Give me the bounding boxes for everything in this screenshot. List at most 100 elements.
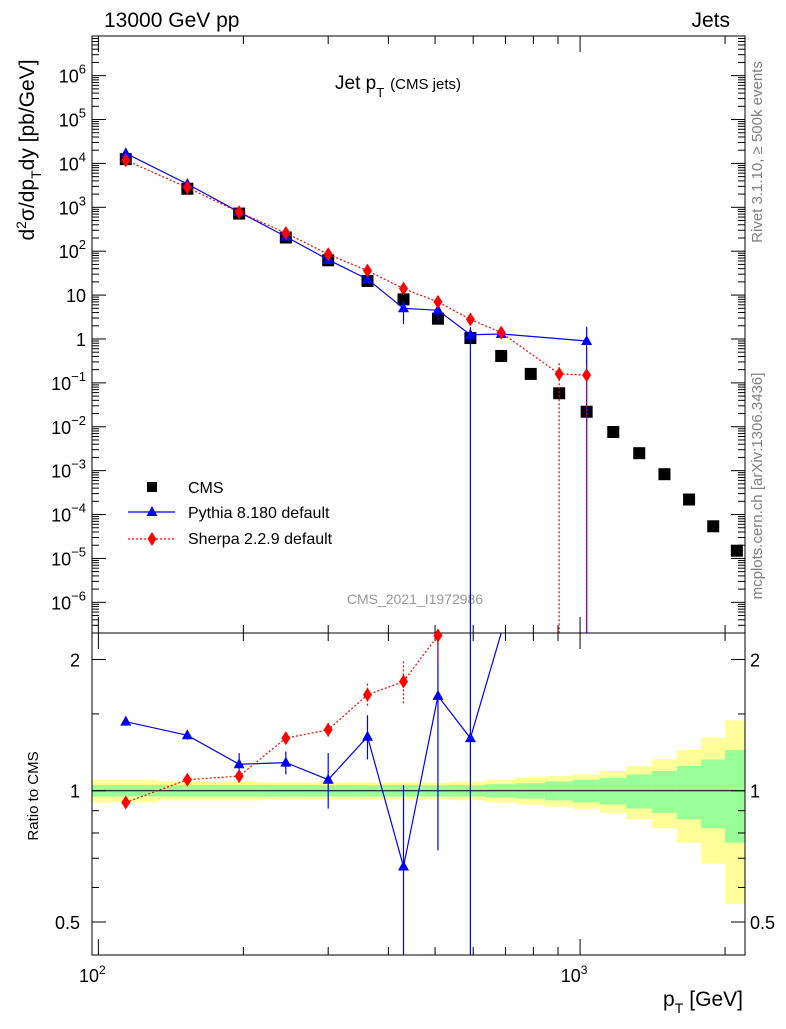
data-point bbox=[496, 325, 506, 340]
ratio-series-line bbox=[125, 632, 502, 867]
y-tick-label: 103 bbox=[59, 193, 86, 218]
y-tick-label: 105 bbox=[59, 106, 86, 131]
data-point bbox=[707, 520, 720, 533]
main-axes: 10610510410310210110−110−210−310−410−510… bbox=[51, 35, 746, 634]
ratio-y-tick-label-right: 0.5 bbox=[750, 913, 775, 933]
data-point bbox=[323, 722, 333, 737]
series-1 bbox=[120, 147, 593, 633]
data-point bbox=[432, 304, 444, 315]
data-point bbox=[280, 756, 292, 767]
data-point bbox=[432, 689, 444, 700]
data-point bbox=[433, 294, 443, 309]
data-point bbox=[361, 730, 373, 741]
ratio-series bbox=[120, 628, 502, 955]
y-tick-label: 10 bbox=[66, 286, 86, 306]
y-tick-label: 10−6 bbox=[51, 588, 86, 613]
ratio-y-tick-label-left: 2 bbox=[70, 650, 80, 670]
data-point bbox=[495, 349, 508, 362]
data-point bbox=[281, 731, 291, 746]
data-point bbox=[120, 715, 132, 726]
ratio-y-tick-label-right: 2 bbox=[750, 650, 760, 670]
data-point bbox=[433, 628, 443, 643]
legend-marker-pythia bbox=[146, 506, 158, 516]
data-point bbox=[398, 860, 410, 871]
data-point bbox=[398, 302, 410, 313]
legend-marker-sherpa bbox=[147, 532, 157, 546]
series-2 bbox=[121, 153, 592, 633]
y-tick-label: 104 bbox=[59, 149, 86, 174]
legend-marker-cms bbox=[147, 482, 157, 492]
data-point bbox=[553, 387, 566, 400]
data-point bbox=[730, 544, 743, 557]
y-tick-label: 106 bbox=[59, 62, 86, 87]
band-inner bbox=[651, 770, 678, 813]
data-point bbox=[362, 263, 372, 278]
main-title: Jet pT (CMS jets) bbox=[335, 73, 461, 100]
ratio-axes: 102 103 0.5 0.5 1 1 2 2 bbox=[55, 632, 775, 986]
data-point bbox=[607, 425, 620, 438]
y-tick-label: 1 bbox=[76, 330, 86, 350]
main-title-extra: (CMS jets) bbox=[390, 76, 461, 93]
data-point bbox=[582, 368, 592, 383]
series-line bbox=[125, 152, 587, 342]
data-point bbox=[323, 247, 333, 262]
data-point bbox=[361, 273, 373, 284]
data-point bbox=[399, 674, 409, 689]
ratio-y-tick-label-left: 1 bbox=[70, 782, 80, 802]
data-point bbox=[234, 205, 244, 220]
data-point bbox=[234, 769, 244, 784]
header-left: 13000 GeV pp bbox=[104, 9, 239, 32]
data-point bbox=[464, 328, 476, 339]
ratio-series-0 bbox=[120, 632, 502, 955]
y-tick-label: 10−5 bbox=[51, 544, 86, 569]
data-point bbox=[121, 795, 131, 810]
main-series bbox=[119, 147, 743, 633]
y-tick-label: 10−2 bbox=[51, 413, 86, 438]
y-tick-label: 10−4 bbox=[51, 501, 86, 526]
ratio-uncertainty-bands bbox=[92, 720, 746, 904]
data-point bbox=[633, 447, 646, 460]
ratio-y-tick-label-right: 1 bbox=[750, 782, 760, 802]
data-point bbox=[181, 729, 193, 740]
y-tick-label: 10−3 bbox=[51, 457, 86, 482]
legend: CMS Pythia 8.180 default Sherpa 2.2.9 de… bbox=[128, 480, 333, 548]
legend-label-cms: CMS bbox=[188, 480, 224, 497]
data-point bbox=[658, 468, 671, 481]
source-label: mcplots.cern.ch [arXiv:1306.3436] bbox=[749, 373, 766, 600]
data-point bbox=[182, 180, 192, 195]
data-point bbox=[524, 367, 537, 380]
ratio-y-tick-label-left: 0.5 bbox=[55, 913, 80, 933]
data-point bbox=[362, 687, 372, 702]
data-point bbox=[464, 732, 476, 743]
header-right: Jets bbox=[691, 9, 730, 32]
x-tick-label: 102 bbox=[79, 963, 106, 986]
data-point bbox=[581, 334, 593, 345]
analysis-watermark: CMS_2021_I1972986 bbox=[347, 591, 483, 607]
data-point bbox=[554, 366, 564, 381]
x-tick-label: 103 bbox=[561, 963, 588, 986]
ratio-frame bbox=[91, 632, 746, 956]
y-tick-label: 102 bbox=[59, 237, 86, 262]
series-line bbox=[125, 159, 587, 376]
band-inner bbox=[676, 765, 702, 820]
band-inner bbox=[626, 774, 652, 809]
ratio-series-line bbox=[125, 635, 439, 804]
data-point bbox=[182, 772, 192, 787]
legend-label-pythia: Pythia 8.180 default bbox=[188, 505, 330, 522]
rivet-label: Rivet 3.1.10, ≥ 500k events bbox=[749, 61, 766, 243]
data-point bbox=[322, 773, 334, 784]
y-tick-label: 10−1 bbox=[51, 369, 86, 394]
data-point bbox=[683, 493, 696, 506]
data-point bbox=[120, 147, 132, 158]
data-point bbox=[281, 225, 291, 240]
main-ylabel: d2σ/dpTdy [pb/GeV] bbox=[13, 59, 44, 240]
band-inner bbox=[701, 759, 726, 829]
data-point bbox=[399, 281, 409, 296]
data-point bbox=[465, 312, 475, 327]
x-axis-label: pT [GeV] bbox=[663, 988, 743, 1016]
main-title-text: Jet p bbox=[335, 73, 376, 94]
ratio-ylabel: Ratio to CMS bbox=[25, 751, 42, 840]
data-point bbox=[233, 758, 245, 769]
ratio-series-1 bbox=[121, 628, 443, 810]
